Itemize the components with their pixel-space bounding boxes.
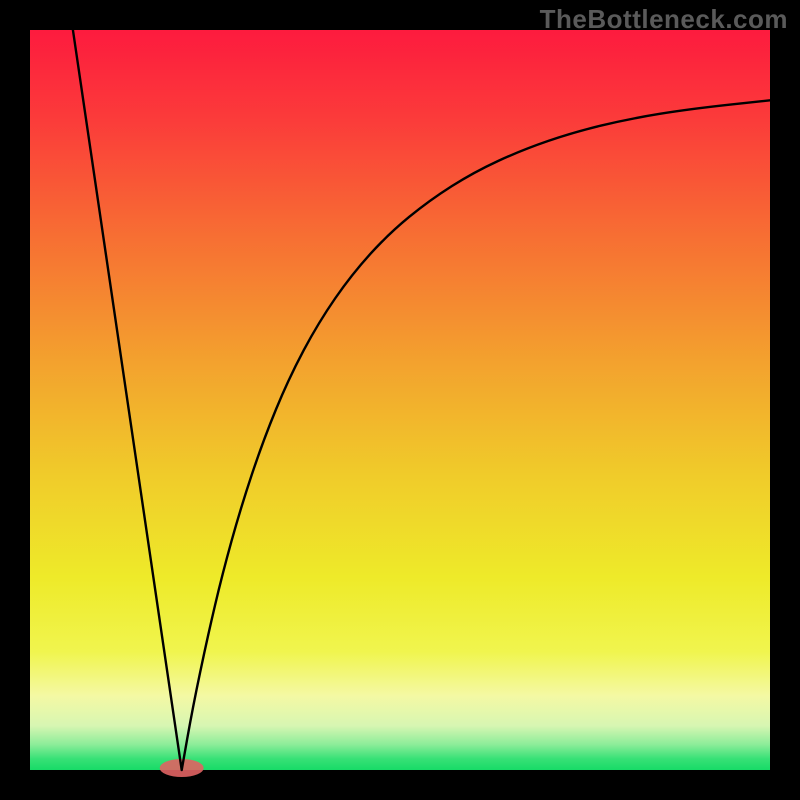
chart-background (30, 30, 770, 770)
chart-container: TheBottleneck.com (0, 0, 800, 800)
bottleneck-chart (0, 0, 800, 800)
watermark-text: TheBottleneck.com (540, 4, 788, 35)
